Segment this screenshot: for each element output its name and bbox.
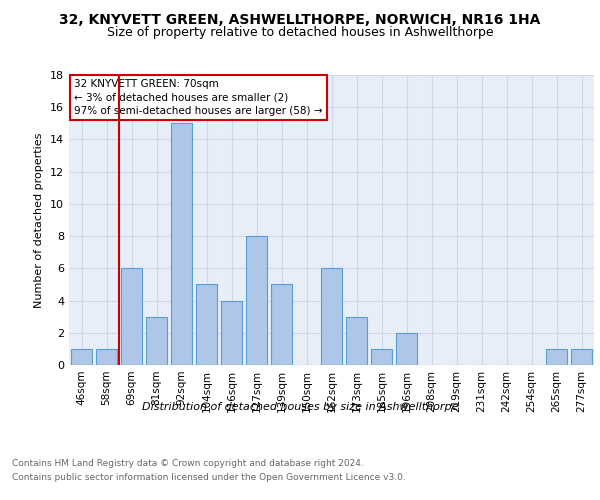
Bar bbox=[546, 349, 567, 365]
Bar bbox=[96, 349, 117, 365]
Bar bbox=[571, 349, 592, 365]
Bar bbox=[321, 268, 342, 365]
Bar bbox=[371, 349, 392, 365]
Text: Distribution of detached houses by size in Ashwellthorpe: Distribution of detached houses by size … bbox=[142, 402, 458, 412]
Text: 32 KNYVETT GREEN: 70sqm
← 3% of detached houses are smaller (2)
97% of semi-deta: 32 KNYVETT GREEN: 70sqm ← 3% of detached… bbox=[74, 80, 323, 116]
Bar bbox=[246, 236, 267, 365]
Bar bbox=[396, 333, 417, 365]
Bar bbox=[196, 284, 217, 365]
Bar bbox=[121, 268, 142, 365]
Text: 32, KNYVETT GREEN, ASHWELLTHORPE, NORWICH, NR16 1HA: 32, KNYVETT GREEN, ASHWELLTHORPE, NORWIC… bbox=[59, 12, 541, 26]
Bar bbox=[346, 316, 367, 365]
Text: Size of property relative to detached houses in Ashwellthorpe: Size of property relative to detached ho… bbox=[107, 26, 493, 39]
Text: Contains public sector information licensed under the Open Government Licence v3: Contains public sector information licen… bbox=[12, 474, 406, 482]
Bar bbox=[146, 316, 167, 365]
Bar bbox=[171, 124, 192, 365]
Text: Contains HM Land Registry data © Crown copyright and database right 2024.: Contains HM Land Registry data © Crown c… bbox=[12, 458, 364, 468]
Bar bbox=[221, 300, 242, 365]
Bar bbox=[271, 284, 292, 365]
Y-axis label: Number of detached properties: Number of detached properties bbox=[34, 132, 44, 308]
Bar bbox=[71, 349, 92, 365]
